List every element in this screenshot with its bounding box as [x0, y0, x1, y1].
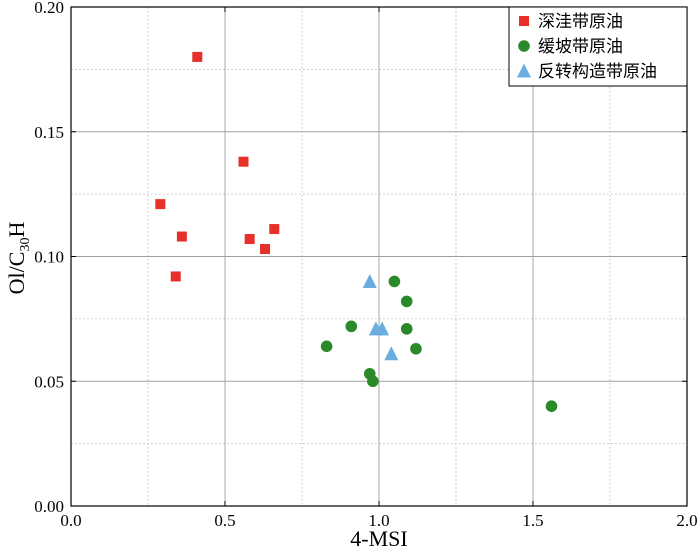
legend-label: 缓坡带原油: [538, 37, 623, 57]
x-tick-label: 2.0: [676, 511, 697, 530]
deep-sag-point: [260, 244, 271, 255]
gentle-slope-point: [320, 340, 333, 353]
legend-marker: [517, 63, 531, 78]
y-tick-label: 0.10: [34, 248, 64, 267]
deep-sag-point: [238, 156, 249, 167]
y-axis-title-end: H: [4, 222, 29, 238]
gentle-slope-point: [410, 343, 422, 355]
deep-sag-point: [170, 271, 181, 282]
deep-sag-point: [176, 231, 187, 242]
y-tick-label: 0.00: [34, 497, 64, 516]
x-tick-label: 0.0: [60, 511, 81, 530]
gentle-slope-point: [400, 323, 413, 335]
x-axis-title: 4-MSI: [350, 526, 407, 551]
inversion-point: [362, 273, 377, 288]
inversion-point: [384, 346, 399, 361]
gentle-slope-point: [367, 375, 379, 388]
gentle-slope-point: [400, 295, 413, 308]
legend-box: [508, 6, 688, 87]
y-tick-label: 0.15: [34, 123, 64, 142]
x-tick-label: 1.5: [522, 511, 543, 530]
deep-sag-point: [192, 51, 203, 62]
legend-label: 深洼带原油: [538, 12, 623, 32]
deep-sag-point: [155, 199, 166, 210]
y-axis-title-main: Ol/C: [4, 252, 29, 295]
gentle-slope-point: [388, 275, 401, 288]
y-axis-title-sub: 30: [18, 238, 33, 252]
legend-label: 反转构造带原油: [538, 62, 657, 82]
y-tick-label: 0.20: [34, 0, 64, 17]
legend-marker: [518, 40, 530, 52]
deep-sag-point: [244, 234, 255, 245]
y-tick-label: 0.05: [34, 372, 64, 391]
axes-layer: 0.0 0.5 1.0 1.5 2.0 0.00 0.05 0.10 0.15 0.20: [34, 0, 697, 530]
gentle-slope-point: [345, 320, 358, 333]
legend-marker: [519, 16, 529, 26]
x-tick-label: 1.0: [368, 511, 389, 530]
inversion-point: [375, 321, 390, 336]
gentle-slope-point: [545, 400, 558, 413]
x-tick-label: 0.5: [214, 511, 235, 530]
y-axis-title: Ol/C30H: [4, 222, 33, 295]
deep-sag-point: [269, 224, 280, 235]
points-layer: [155, 51, 558, 413]
